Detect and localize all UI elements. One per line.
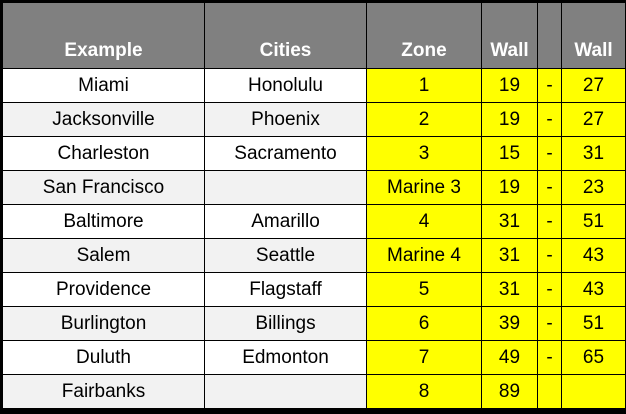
example-cell: Charleston — [2, 136, 205, 171]
zone-cell: 4 — [366, 204, 482, 239]
zone-cell: 8 — [366, 374, 482, 409]
wall-max-cell: 65 — [561, 340, 626, 375]
city-cell: Honolulu — [204, 68, 367, 103]
city-cell: Billings — [204, 306, 367, 341]
header-separator — [537, 2, 562, 69]
table-row: Miami Honolulu 1 19-27 — [2, 68, 626, 103]
example-cell: Jacksonville — [2, 102, 205, 137]
wall-min-cell: 15 — [481, 136, 538, 171]
zone-cell: Marine 3 — [366, 170, 482, 205]
header-wall-min: Wall — [481, 2, 538, 69]
city-cell: Seattle — [204, 238, 367, 273]
separator-cell: - — [537, 102, 562, 137]
wall-max-cell — [561, 374, 626, 409]
wall-max-cell: 27 — [561, 102, 626, 137]
wall-min-cell: 49 — [481, 340, 538, 375]
header-zone: Zone — [366, 2, 482, 69]
zone-cell: Marine 4 — [366, 238, 482, 273]
separator-cell: - — [537, 136, 562, 171]
separator-cell: - — [537, 170, 562, 205]
table-row: Salem Seattle Marine 4 31-43 — [2, 238, 626, 273]
wall-min-cell: 31 — [481, 272, 538, 307]
zone-cell: 5 — [366, 272, 482, 307]
separator-cell: - — [537, 68, 562, 103]
city-cell: Flagstaff — [204, 272, 367, 307]
separator-cell: - — [537, 340, 562, 375]
header-example: Example — [2, 2, 205, 69]
wall-min-cell: 19 — [481, 170, 538, 205]
city-cell — [204, 374, 367, 409]
wall-max-cell: 51 — [561, 204, 626, 239]
wall-max-cell: 23 — [561, 170, 626, 205]
header-row: Example Cities Zone Wall Wall — [2, 2, 626, 69]
zone-cell: 6 — [366, 306, 482, 341]
climate-zone-table: Example Cities Zone Wall Wall Miami Honol… — [2, 2, 626, 409]
separator-cell: - — [537, 204, 562, 239]
wall-min-cell: 39 — [481, 306, 538, 341]
example-cell: Miami — [2, 68, 205, 103]
separator-cell: - — [537, 238, 562, 273]
table-row: Burlington Billings 6 39-51 — [2, 306, 626, 341]
header-wall-max: Wall — [561, 2, 626, 69]
zone-cell: 3 — [366, 136, 482, 171]
wall-min-cell: 19 — [481, 68, 538, 103]
table-row: Jacksonville Phoenix 2 19-27 — [2, 102, 626, 137]
wall-max-cell: 31 — [561, 136, 626, 171]
wall-max-cell: 43 — [561, 272, 626, 307]
separator-cell — [537, 374, 562, 409]
separator-cell: - — [537, 272, 562, 307]
wall-min-cell: 19 — [481, 102, 538, 137]
city-cell: Edmonton — [204, 340, 367, 375]
wall-min-cell: 31 — [481, 204, 538, 239]
wall-max-cell: 43 — [561, 238, 626, 273]
zone-cell: 1 — [366, 68, 482, 103]
city-cell: Sacramento — [204, 136, 367, 171]
wall-max-cell: 27 — [561, 68, 626, 103]
example-cell: Burlington — [2, 306, 205, 341]
wall-max-cell: 51 — [561, 306, 626, 341]
example-cell: Fairbanks — [2, 374, 205, 409]
city-cell: Amarillo — [204, 204, 367, 239]
table-row: Charleston Sacramento 3 15-31 — [2, 136, 626, 171]
example-cell: Baltimore — [2, 204, 205, 239]
zone-cell: 7 — [366, 340, 482, 375]
example-cell: San Francisco — [2, 170, 205, 205]
separator-cell: - — [537, 306, 562, 341]
table-row: Fairbanks 8 89 — [2, 374, 626, 409]
table-row: Duluth Edmonton 7 49-65 — [2, 340, 626, 375]
example-cell: Salem — [2, 238, 205, 273]
table-row: San Francisco Marine 3 19-23 — [2, 170, 626, 205]
table-body: Miami Honolulu 1 19-27 Jacksonville Phoenix 2 1… — [2, 68, 626, 409]
wall-min-cell: 31 — [481, 238, 538, 273]
table-row: Providence Flagstaff 5 31-43 — [2, 272, 626, 307]
table-row: Baltimore Amarillo 4 31-51 — [2, 204, 626, 239]
city-cell: Phoenix — [204, 102, 367, 137]
example-cell: Duluth — [2, 340, 205, 375]
wall-min-cell: 89 — [481, 374, 538, 409]
header-cities: Cities — [204, 2, 367, 69]
zone-cell: 2 — [366, 102, 482, 137]
city-cell — [204, 170, 367, 205]
example-cell: Providence — [2, 272, 205, 307]
